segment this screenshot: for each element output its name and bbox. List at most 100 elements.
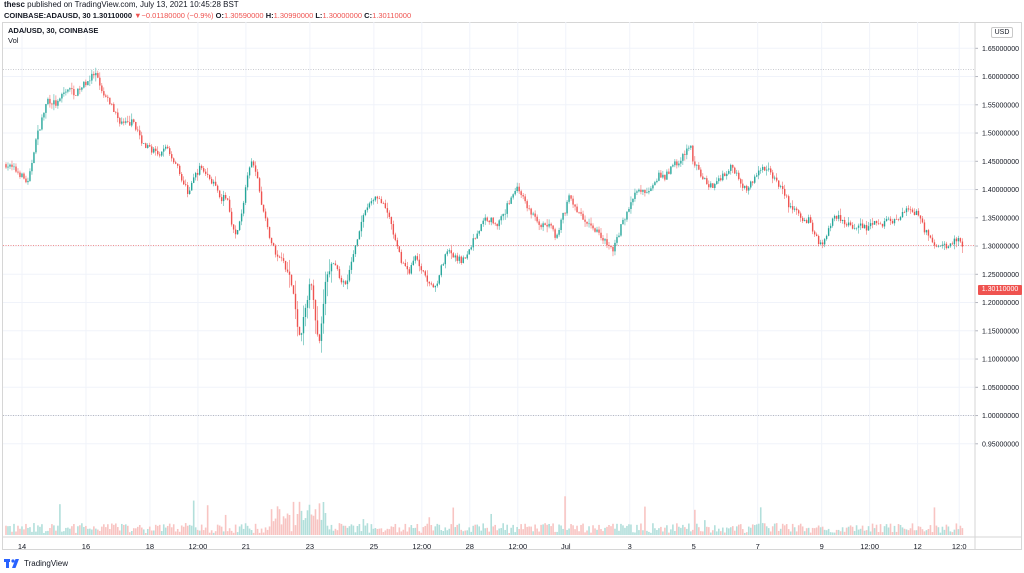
footer-brand-name: TradingView [24, 558, 69, 568]
candle-body [704, 178, 706, 180]
volume-bar [474, 524, 477, 535]
candle-body [153, 148, 155, 153]
volume-bar [586, 530, 588, 535]
time-tick-label: 3 [628, 542, 632, 551]
candle-body [498, 220, 500, 227]
legend-volume[interactable]: Vol [8, 36, 19, 45]
volume-bar [306, 510, 309, 535]
candle-body [81, 87, 83, 90]
candle-body [738, 172, 740, 180]
volume-bar [596, 529, 598, 535]
candle-body [326, 274, 329, 282]
volume-bar [117, 527, 119, 535]
volume-bar [452, 507, 455, 535]
candle-body [522, 195, 524, 197]
candle-body [853, 228, 856, 229]
candle-body [614, 242, 616, 252]
volume-bar [708, 527, 710, 535]
candle-body [562, 212, 564, 220]
candle-body [179, 165, 181, 174]
volume-bar [274, 518, 277, 535]
volume-bar [761, 523, 764, 535]
volume-bar [646, 530, 648, 535]
volume-bar [909, 528, 912, 535]
volume-bar [69, 528, 71, 535]
volume-bar [49, 528, 51, 535]
candle-body [752, 181, 754, 183]
candle-body [310, 284, 313, 286]
footer-brand[interactable]: TradingView [4, 557, 68, 569]
time-tick-label: 7 [756, 542, 760, 551]
candle-body [89, 80, 91, 82]
candle-body [25, 178, 27, 183]
volume-bar [232, 532, 235, 535]
candle-body [316, 320, 319, 335]
time-tick-label: 12:00 [189, 542, 208, 551]
candle-body [913, 211, 916, 215]
volume-bar [763, 523, 766, 535]
volume-bar [803, 531, 806, 535]
candle-body [151, 146, 153, 153]
candle-body [538, 221, 540, 225]
volume-bar [865, 530, 868, 535]
volume-bar [9, 526, 11, 535]
candle-body [99, 77, 101, 86]
candle-body [208, 174, 211, 179]
price-tick-label: 1.50000000 [982, 131, 1019, 138]
volume-bar [11, 531, 13, 535]
candle-body [664, 174, 666, 180]
candle-body [398, 246, 401, 252]
candle-body [696, 164, 698, 166]
legend-symbol[interactable]: ADA/USD, 30, COINBASE [8, 26, 99, 35]
volume-bar [256, 528, 259, 535]
candle-body [238, 221, 241, 231]
volume-bar [638, 530, 640, 535]
candle-body [444, 254, 446, 265]
candle-body [388, 212, 391, 217]
candle-body [456, 255, 458, 261]
price-levels [3, 69, 975, 416]
candle-body [590, 223, 592, 226]
volume-bar [662, 531, 664, 535]
volume-bar [791, 523, 794, 535]
candle-body [576, 206, 578, 213]
volume-bar [602, 531, 604, 535]
candle-body [879, 223, 882, 225]
volume-bar [564, 496, 566, 535]
volume-bar [426, 523, 429, 535]
candle-body [139, 130, 141, 136]
time-tick-label: 5 [692, 542, 696, 551]
volume-bar [702, 531, 704, 535]
candle-body [654, 182, 656, 186]
volume-bar [170, 527, 173, 535]
candle-body [382, 203, 385, 204]
volume-bar [652, 523, 654, 535]
candle-body [748, 187, 750, 191]
candle-body [909, 209, 912, 211]
volume-bar [480, 530, 483, 535]
candle-body [121, 121, 123, 124]
candle-body [248, 167, 251, 176]
volume-bar [121, 523, 123, 535]
candle-body [59, 98, 61, 101]
candle-body [839, 215, 842, 221]
currency-tag[interactable]: USD [991, 27, 1013, 38]
volume-bar [252, 532, 255, 535]
volume-bar [378, 528, 381, 535]
volume-bar [164, 527, 167, 535]
volume-bar [496, 530, 498, 535]
candle-body [175, 162, 177, 164]
candle-body [803, 220, 806, 222]
volume-bar [442, 531, 445, 535]
volume-bar [498, 528, 500, 535]
candle-body [384, 203, 387, 209]
volume-bar [686, 528, 688, 535]
candle-body [787, 196, 790, 208]
candle-body [710, 183, 712, 188]
candle-body [236, 230, 239, 235]
volume-bar [456, 524, 459, 535]
volume-bar [462, 531, 465, 535]
candle-body [350, 261, 353, 270]
volume-bar [755, 524, 758, 535]
